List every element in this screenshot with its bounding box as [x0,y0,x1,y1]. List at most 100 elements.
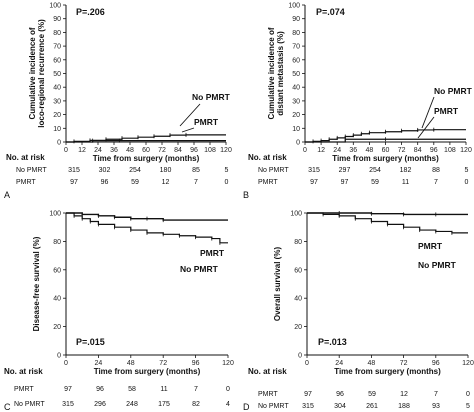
y-tick-label: 40 [292,85,300,92]
risk-value: 0 [466,391,470,398]
y-axis-label: distant metastasis (%) [276,31,285,116]
risk-value: 248 [126,401,138,408]
x-axis-label: Time from surgery (months) [93,154,200,163]
risk-value: 97 [310,179,318,186]
x-tick-label: 48 [127,360,135,367]
y-tick-label: 80 [294,239,302,246]
risk-value: 59 [368,391,376,398]
x-tick-label: 72 [159,360,167,367]
risk-table-title: No. at risk [6,153,45,162]
risk-value: 7 [194,386,198,393]
series-line-no-pmrt [66,134,226,143]
risk-value: 261 [366,403,378,410]
risk-value: 315 [302,403,314,410]
risk-value: 96 [336,391,344,398]
y-tick-label: 50 [292,71,300,78]
y-tick-label: 100 [49,3,61,10]
risk-value: 188 [398,403,410,410]
risk-value: 96 [96,386,104,393]
y-axis-label: Disease-free survival (%) [32,236,41,331]
risk-value: 7 [194,179,198,186]
risk-value: 5 [466,403,470,410]
risk-value: 93 [432,403,440,410]
legend-label: No PMRT [418,260,457,270]
x-tick-label: 72 [400,360,408,367]
y-tick-label: 70 [292,44,300,51]
risk-value: 4 [226,401,230,408]
risk-row-label: No PMRT [16,167,47,174]
x-tick-label: 108 [204,147,216,154]
x-tick-label: 96 [430,147,438,154]
y-axis-label: Cumulative incidence of [28,27,37,119]
legend-label: PMRT [194,117,219,127]
y-tick-label: 60 [292,57,300,64]
risk-value: 302 [99,167,111,174]
y-tick-label: 80 [53,239,61,246]
legend-label: No PMRT [180,264,219,274]
risk-value: 97 [70,179,78,186]
y-tick-label: 40 [53,85,61,92]
x-tick-label: 120 [460,147,472,154]
y-tick-label: 90 [53,16,61,23]
legend-arrow [417,116,435,139]
risk-value: 58 [128,386,136,393]
x-tick-label: 0 [305,360,309,367]
risk-value: 0 [465,179,469,186]
risk-row-label: PMRT [16,179,36,186]
risk-value: 296 [94,401,106,408]
risk-row-label: PMRT [258,391,278,398]
x-tick-label: 72 [158,147,166,154]
x-tick-label: 24 [94,147,102,154]
legend-arrow [179,103,201,127]
legend-label: PMRT [418,241,443,251]
risk-table-title: No. at risk [4,367,43,376]
x-tick-label: 72 [398,147,406,154]
y-tick-label: 30 [292,98,300,105]
risk-table-title: No. at risk [248,153,287,162]
y-tick-label: 0 [57,353,61,360]
y-tick-label: 20 [53,112,61,119]
y-tick-label: 30 [53,98,61,105]
x-tick-label: 108 [444,147,456,154]
y-tick-label: 90 [292,16,300,23]
risk-table-title: No. at risk [248,367,287,376]
risk-value: 182 [400,167,412,174]
risk-value: 97 [341,179,349,186]
risk-value: 11 [160,386,167,393]
x-tick-label: 96 [192,360,200,367]
x-tick-label: 120 [220,147,232,154]
risk-value: 97 [304,391,312,398]
legend-label: No PMRT [434,86,473,96]
y-tick-label: 100 [290,211,302,218]
x-axis-label: Time from surgery (months) [332,154,439,163]
risk-value: 175 [158,401,170,408]
y-axis-label: Cumulative incidence of [267,27,276,119]
y-axis-label: Overall survival (%) [273,247,282,322]
p-value: P=.074 [316,7,345,17]
legend-arrow [421,96,435,129]
series-line-pmrt [307,212,468,216]
legend-label: PMRT [200,248,225,258]
risk-value: 5 [465,167,469,174]
risk-row-label: No PMRT [258,167,289,174]
y-tick-label: 10 [53,126,61,133]
risk-value: 0 [226,386,230,393]
x-tick-label: 0 [64,360,68,367]
risk-value: 254 [129,167,141,174]
risk-value: 304 [334,403,346,410]
risk-value: 7 [434,179,438,186]
x-tick-label: 0 [64,147,68,154]
x-tick-label: 48 [366,147,374,154]
y-tick-label: 40 [294,296,302,303]
x-tick-label: 60 [142,147,150,154]
panel-label: A [4,190,10,200]
y-tick-label: 60 [53,57,61,64]
risk-value: 12 [400,391,408,398]
legend-label: PMRT [434,106,459,116]
y-tick-label: 40 [53,296,61,303]
risk-value: 59 [131,179,139,186]
y-tick-label: 0 [296,140,300,147]
legend-arrow [181,127,195,133]
risk-value: 85 [192,167,200,174]
